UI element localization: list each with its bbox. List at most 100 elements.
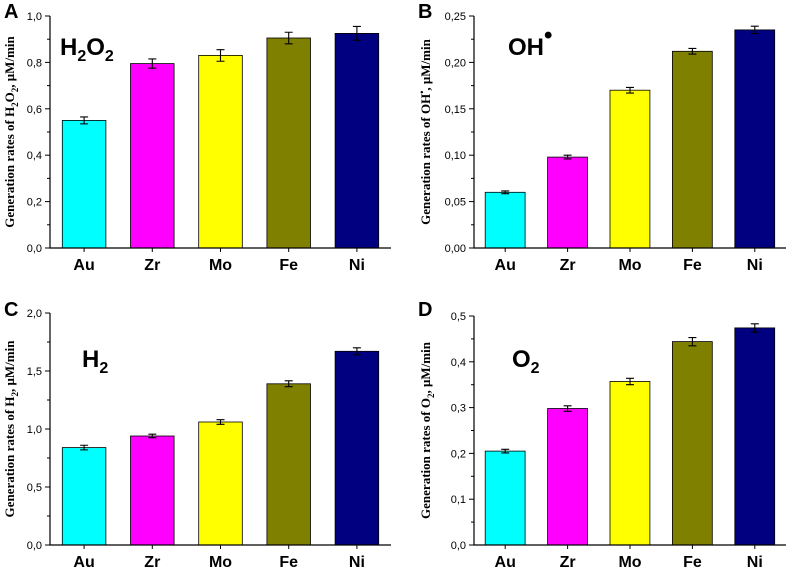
error-bar-mo bbox=[626, 86, 634, 94]
error-bar-mo bbox=[216, 49, 225, 62]
y-axis-label: Generation rates of H2, μM/min bbox=[2, 340, 20, 518]
x-tick-label: Ni bbox=[747, 554, 763, 569]
x-tick-label: Ni bbox=[349, 554, 365, 569]
species-label: H2 bbox=[82, 346, 108, 377]
error-bar-au bbox=[501, 190, 510, 195]
y-axis-label-text: Generation rates of H bbox=[2, 107, 17, 228]
species-label: O2 bbox=[512, 346, 540, 377]
panel-letter: A bbox=[4, 1, 18, 23]
x-tick-label: Zr bbox=[560, 257, 576, 274]
x-tick-label: Mo bbox=[618, 554, 641, 569]
y-tick-label: 0,5 bbox=[451, 311, 466, 323]
bar-ni bbox=[734, 327, 776, 546]
x-tick-label: Au bbox=[495, 554, 516, 569]
error-bar-au bbox=[501, 448, 510, 454]
y-axis-label-subscript: 2 bbox=[10, 102, 20, 107]
y-tick-label: 0,4 bbox=[451, 357, 466, 369]
bar-ni bbox=[734, 29, 776, 249]
bar-ni bbox=[334, 350, 380, 546]
panel-letter: D bbox=[418, 299, 432, 321]
species-base: OH bbox=[508, 34, 544, 61]
x-tick-label: Fe bbox=[683, 257, 702, 274]
x-tick-label: Mo bbox=[209, 257, 232, 274]
y-axis-label-units: , μM/min bbox=[2, 35, 17, 87]
x-tick-label: Fe bbox=[279, 554, 298, 569]
x-tick-label: Zr bbox=[144, 554, 160, 569]
bar-fe bbox=[266, 37, 311, 249]
bar-zr bbox=[547, 408, 588, 546]
y-axis-label: Generation rates of O2, μM/min bbox=[418, 341, 436, 519]
y-tick-label: 0,0 bbox=[451, 540, 466, 552]
x-tick-label: Zr bbox=[560, 554, 576, 569]
species-subscript: 2 bbox=[531, 360, 540, 377]
species-subscript: 2 bbox=[77, 48, 86, 65]
x-tick-label: Fe bbox=[683, 554, 702, 569]
y-tick-label: 0,3 bbox=[451, 403, 466, 415]
bar-zr bbox=[547, 156, 588, 249]
panel-B: BAu Zr Mo Fe Ni0,000,050,100,150,200,25OH•Ge… bbox=[417, 1, 786, 274]
panel-letter: C bbox=[4, 299, 18, 321]
y-axis-label: Generation rates of H2O2, μM/min bbox=[2, 35, 20, 227]
species-label: OH• bbox=[508, 22, 552, 61]
y-tick-label: 0,25 bbox=[445, 11, 466, 23]
error-bar-mo bbox=[626, 377, 634, 386]
y-axis-label-units: , μM/min bbox=[418, 38, 433, 90]
y-axis-label-mid: O bbox=[2, 92, 17, 102]
y-tick-label: 0,10 bbox=[445, 150, 466, 162]
bar-au bbox=[484, 191, 526, 249]
error-bar-ni bbox=[352, 25, 361, 41]
y-axis-label: Generation rates of OH•, μM/min bbox=[417, 38, 433, 224]
error-bar-fe bbox=[688, 47, 697, 55]
error-bar-zr bbox=[563, 405, 572, 412]
error-bar-zr bbox=[563, 154, 572, 160]
error-bar-au bbox=[80, 444, 89, 451]
x-tick-label: Ni bbox=[747, 257, 763, 274]
bar-mo bbox=[609, 89, 651, 249]
species-subscript-2: 2 bbox=[105, 48, 114, 65]
y-tick-label: 1,0 bbox=[27, 11, 42, 23]
y-tick-label: 0,20 bbox=[445, 57, 466, 69]
y-tick-label: 0,2 bbox=[451, 448, 466, 460]
error-bar-fe bbox=[284, 380, 293, 388]
bar-mo bbox=[609, 381, 651, 546]
error-bar-ni bbox=[750, 323, 759, 333]
y-axis-label-subscript-2: 2 bbox=[10, 87, 20, 92]
y-axis-label-subscript: 2 bbox=[426, 393, 436, 398]
panel-D: DAu Zr Mo Fe Ni0,00,10,20,30,40,5O2Generatio… bbox=[418, 299, 786, 569]
error-bar-zr bbox=[148, 58, 157, 69]
bar-mo bbox=[198, 421, 243, 546]
y-tick-label: 0,15 bbox=[445, 104, 466, 116]
y-axis-label-units: , μM/min bbox=[418, 341, 433, 393]
y-tick-label: 2,0 bbox=[27, 308, 42, 320]
error-bar-zr bbox=[148, 433, 157, 439]
y-axis-label-units: , μM/min bbox=[2, 340, 17, 392]
bar-au bbox=[61, 447, 107, 546]
bar-fe bbox=[672, 341, 713, 546]
x-tick-label: Au bbox=[73, 257, 94, 274]
bar-zr bbox=[130, 435, 175, 546]
y-tick-label: 0,4 bbox=[27, 150, 42, 162]
bar-au bbox=[484, 450, 526, 546]
y-axis-label-text: Generation rates of O bbox=[418, 398, 433, 519]
species-mid: O bbox=[86, 34, 105, 61]
panel-letter: B bbox=[418, 1, 432, 23]
y-axis-label-text: Generation rates of H bbox=[2, 396, 17, 517]
x-tick-label: Fe bbox=[279, 257, 298, 274]
error-bar-ni bbox=[750, 25, 759, 35]
x-tick-label: Au bbox=[73, 554, 94, 569]
bar-au bbox=[61, 120, 107, 249]
x-tick-label: Mo bbox=[209, 554, 232, 569]
y-tick-label: 0,8 bbox=[27, 57, 42, 69]
error-bar-au bbox=[80, 116, 89, 125]
panel-A: AAu Zr Mo Fe Ni0,00,20,40,60,81,0H2O2Generat… bbox=[2, 1, 391, 274]
error-bar-fe bbox=[284, 31, 293, 45]
y-tick-label: 0,00 bbox=[445, 243, 466, 255]
bar-ni bbox=[334, 33, 380, 249]
x-tick-label: Mo bbox=[618, 257, 641, 274]
bar-fe bbox=[672, 50, 713, 249]
y-tick-label: 1,0 bbox=[27, 424, 42, 436]
x-tick-label: Ni bbox=[349, 257, 365, 274]
species-superscript: • bbox=[544, 22, 552, 49]
